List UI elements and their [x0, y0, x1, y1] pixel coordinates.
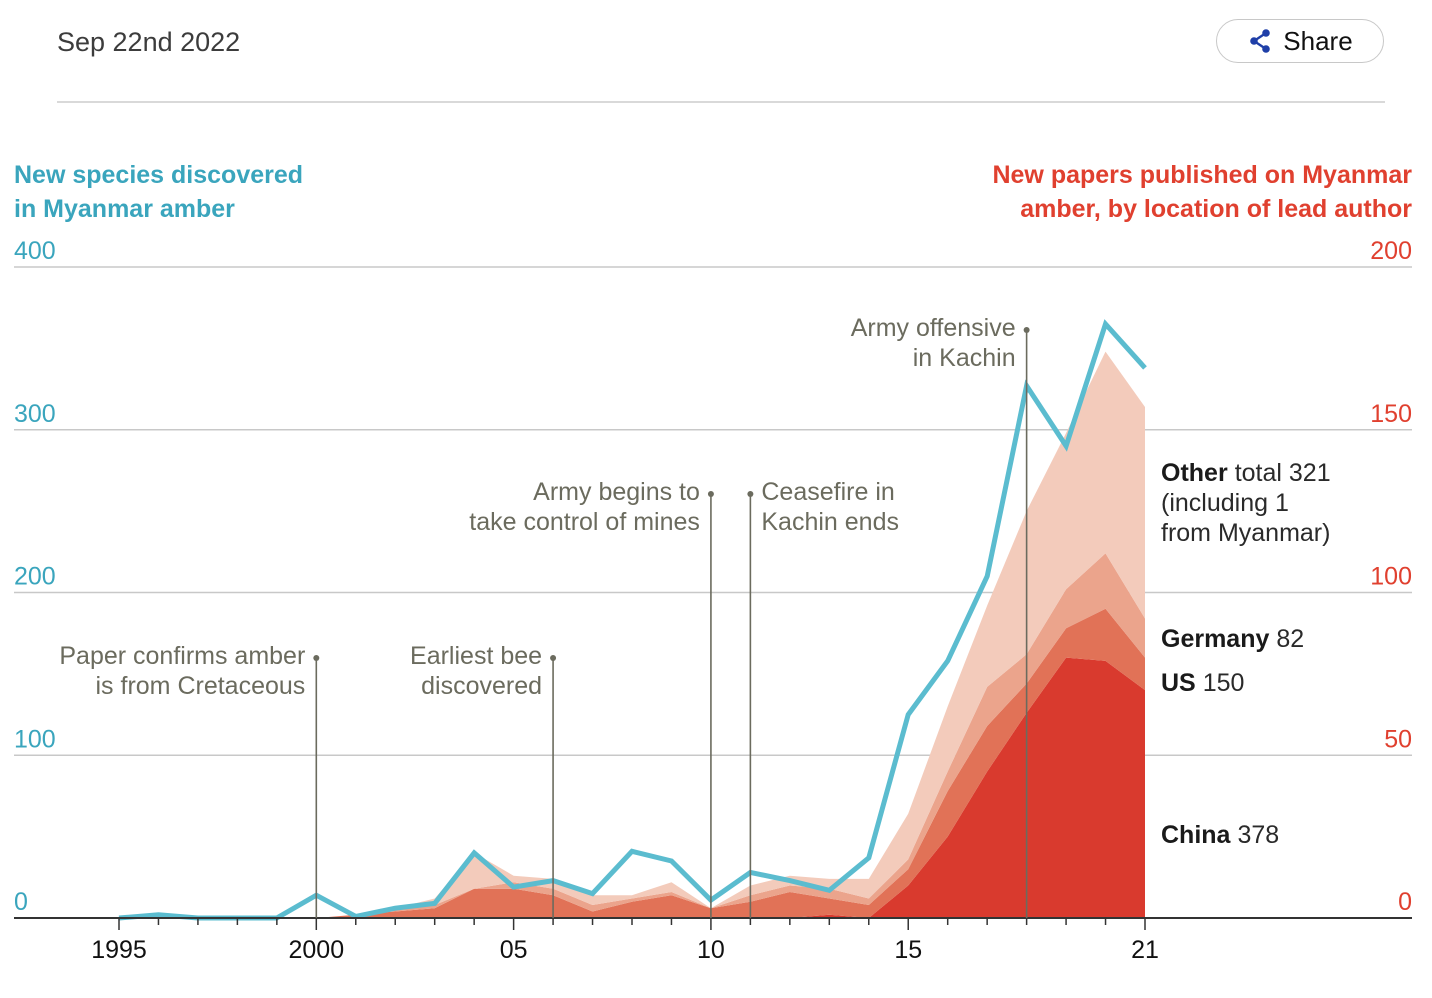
right-tick-label: 100 [1370, 563, 1412, 591]
annotation-dot [313, 655, 320, 661]
x-tick-label: 2000 [288, 936, 344, 964]
left-axis-title: in Myanmar amber [14, 195, 235, 223]
annotation-text: take control of mines [469, 508, 700, 536]
right-tick-label: 150 [1370, 400, 1412, 428]
annotation-text: Army offensive [851, 314, 1016, 342]
series-label-germany: Germany 82 [1161, 625, 1304, 653]
series-label-note: (including 1 [1161, 489, 1289, 517]
series-label-note: from Myanmar) [1161, 519, 1330, 547]
annotation-dot [1023, 327, 1030, 333]
annotation-dot [707, 491, 714, 497]
annotation-text: discovered [421, 672, 542, 700]
right-tick-label: 0 [1398, 888, 1412, 916]
series-label-us: US 150 [1161, 669, 1244, 697]
grid-lines [14, 266, 1412, 756]
left-tick-label: 200 [14, 563, 56, 591]
annotation-text: is from Cretaceous [96, 672, 306, 700]
series-label-china: China 378 [1161, 821, 1279, 849]
x-tick-label: 21 [1131, 936, 1159, 964]
annotation-text: Kachin ends [761, 508, 899, 536]
right-tick-label: 200 [1370, 237, 1412, 265]
annotation-dot [747, 491, 754, 497]
publication-date: Sep 22nd 2022 [57, 27, 241, 57]
chart-labels: 0 100 200 300 400 0 50 100 150 200 New species dis… [14, 161, 1412, 916]
x-tick-label: 10 [697, 936, 725, 964]
annotation-dot [550, 655, 557, 661]
annotation-text: Army begins to [533, 478, 700, 506]
header-divider [57, 101, 1385, 103]
x-axis: 1995 2000 05 10 15 21 [14, 917, 1412, 964]
series-label-other: Other total 321 [1161, 459, 1331, 487]
annotation-text: Ceasefire in [761, 478, 894, 506]
annotation-text: Paper confirms amber [59, 642, 305, 670]
right-axis-title: New papers published on Myanmar [992, 161, 1412, 189]
x-tick-label: 1995 [91, 936, 147, 964]
left-tick-label: 400 [14, 237, 56, 265]
x-tick-label: 15 [894, 936, 922, 964]
right-tick-label: 50 [1384, 725, 1412, 753]
share-label: Share [1283, 25, 1353, 56]
left-tick-label: 300 [14, 400, 56, 428]
share-button[interactable]: Share [1216, 19, 1384, 63]
area-china [119, 657, 1145, 918]
papers-stacked-areas [119, 351, 1145, 919]
share-icon [1247, 28, 1273, 54]
left-tick-label: 0 [14, 888, 28, 916]
annotation-text: in Kachin [913, 344, 1016, 372]
annotation-text: Earliest bee [410, 642, 542, 670]
left-axis-title: New species discovered [14, 161, 303, 189]
x-tick-label: 05 [500, 936, 528, 964]
right-axis-title: amber, by location of lead author [1020, 195, 1412, 223]
left-tick-label: 100 [14, 725, 56, 753]
